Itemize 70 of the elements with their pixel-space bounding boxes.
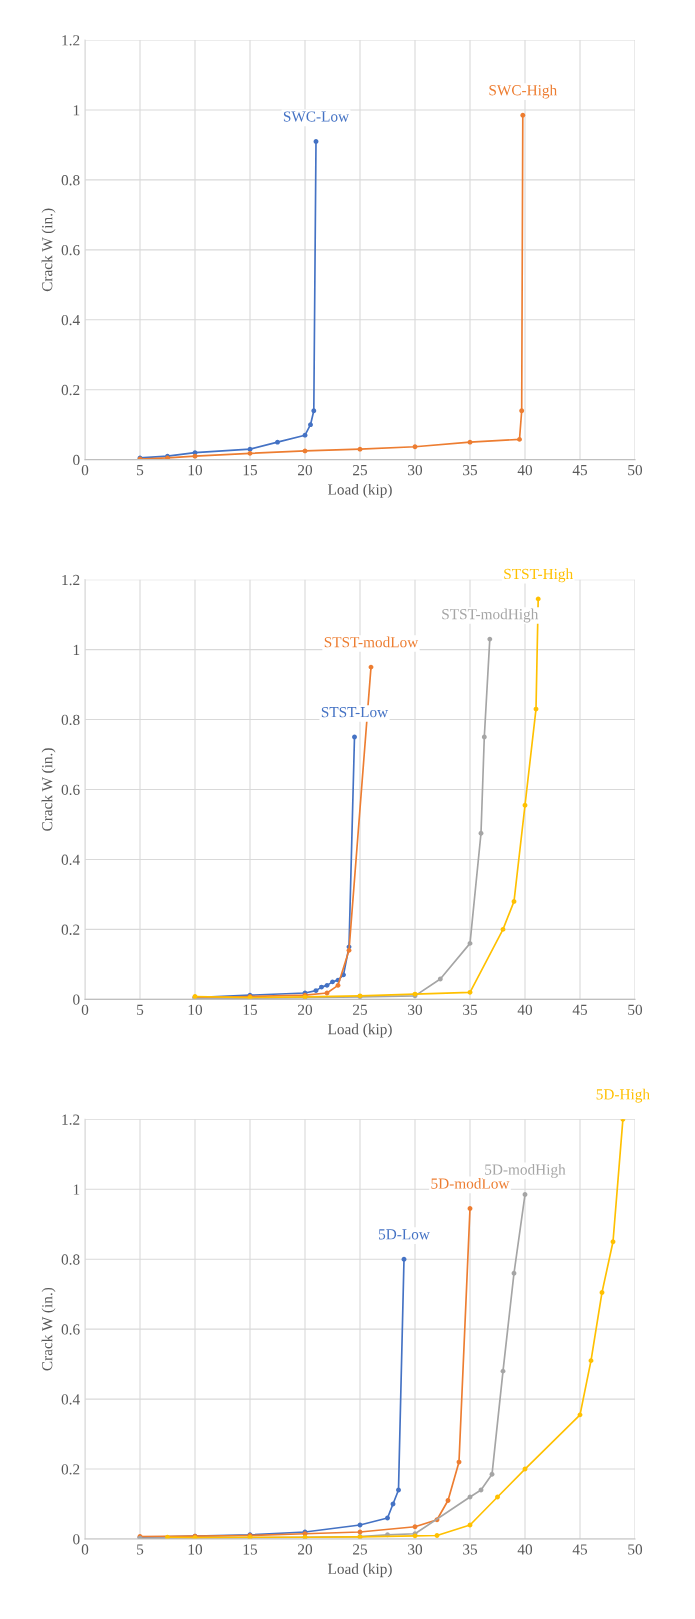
x-tick-label: 15 (243, 1004, 258, 1015)
y-tick-label: 0.6 (61, 244, 80, 256)
x-tick-label: 0 (81, 1004, 89, 1015)
y-tick-label: 0.4 (61, 854, 80, 865)
y-tick-label: 0 (73, 454, 80, 466)
x-tick-label: 50 (628, 1004, 643, 1015)
y-tick-label: 0.2 (61, 1464, 80, 1475)
x-tick-label: 35 (463, 1004, 478, 1015)
series-label: STST-Low (321, 707, 389, 718)
x-tick-label: 30 (408, 1544, 423, 1555)
x-tick-label: 40 (517, 1544, 533, 1555)
x-axis-title: Load (kip) (327, 483, 392, 498)
y-axis-title: Crack W (in.) (41, 1287, 56, 1371)
y-tick-label: 0.8 (61, 1254, 80, 1265)
y-axis-title: Crack W (in.) (41, 208, 56, 292)
x-tick-label: 0 (81, 464, 89, 476)
x-tick-label: 5 (137, 465, 144, 476)
y-tick-label: 1.2 (62, 35, 80, 46)
y-tick-label: 1.2 (62, 1114, 80, 1125)
y-tick-label: 0 (73, 994, 80, 1005)
x-tick-label: 50 (628, 464, 643, 476)
y-tick-label: 1.2 (62, 574, 80, 586)
series-label: STST-modHigh (442, 608, 539, 623)
x-tick-label: 45 (572, 1004, 588, 1015)
x-tick-label: 45 (572, 465, 588, 476)
x-tick-label: 25 (353, 1004, 368, 1015)
series-label: STST-modLow (324, 636, 419, 648)
y-tick-label: 1 (73, 644, 80, 655)
x-tick-label: 35 (463, 1544, 478, 1555)
y-tick-label: 0.4 (61, 314, 80, 326)
x-tick-label: 5 (137, 1004, 144, 1015)
series-label: 5D-modHigh (485, 1163, 566, 1178)
x-tick-label: 50 (628, 1544, 643, 1555)
x-tick-label: 30 (408, 464, 423, 476)
x-tick-label: 5 (137, 1544, 144, 1555)
y-tick-label: 0.6 (61, 784, 80, 796)
x-tick-label: 25 (353, 465, 368, 476)
x-tick-label: 15 (243, 465, 258, 476)
series-label: SWC-Low (283, 111, 350, 122)
y-tick-label: 1 (73, 105, 80, 116)
y-tick-label: 0.8 (61, 175, 80, 186)
series-label: STST-High (504, 568, 573, 583)
x-tick-label: 20 (298, 464, 313, 476)
x-tick-label: 0 (81, 1544, 89, 1555)
x-tick-label: 25 (353, 1544, 368, 1555)
y-axis-title: Crack W (in.) (41, 748, 56, 831)
series-label: SWC-High (489, 84, 557, 99)
x-tick-label: 30 (408, 1004, 423, 1015)
x-tick-label: 20 (298, 1544, 313, 1555)
y-tick-label: 1 (73, 1184, 80, 1195)
y-tick-label: 0.6 (61, 1324, 80, 1335)
y-tick-label: 0.2 (61, 384, 80, 396)
x-tick-label: 10 (188, 1544, 203, 1555)
y-tick-label: 0 (73, 1534, 80, 1545)
y-tick-label: 0.2 (61, 924, 80, 935)
x-tick-label: 15 (243, 1544, 258, 1555)
x-tick-label: 40 (517, 1004, 533, 1015)
x-tick-label: 45 (572, 1544, 588, 1555)
x-tick-label: 10 (188, 464, 203, 476)
x-tick-label: 35 (463, 465, 478, 476)
x-axis-title: Load (kip) (327, 1563, 392, 1578)
series-label: 5D-Low (379, 1229, 430, 1240)
y-tick-label: 0.4 (61, 1394, 80, 1405)
series-label: 5D-modLow (431, 1177, 510, 1189)
x-tick-label: 40 (517, 464, 533, 476)
x-tick-label: 10 (188, 1004, 203, 1015)
x-tick-label: 20 (298, 1004, 313, 1015)
series-label: 5D-High (596, 1088, 650, 1103)
x-axis-title: Load (kip) (327, 1023, 392, 1038)
y-tick-label: 0.8 (61, 714, 80, 726)
